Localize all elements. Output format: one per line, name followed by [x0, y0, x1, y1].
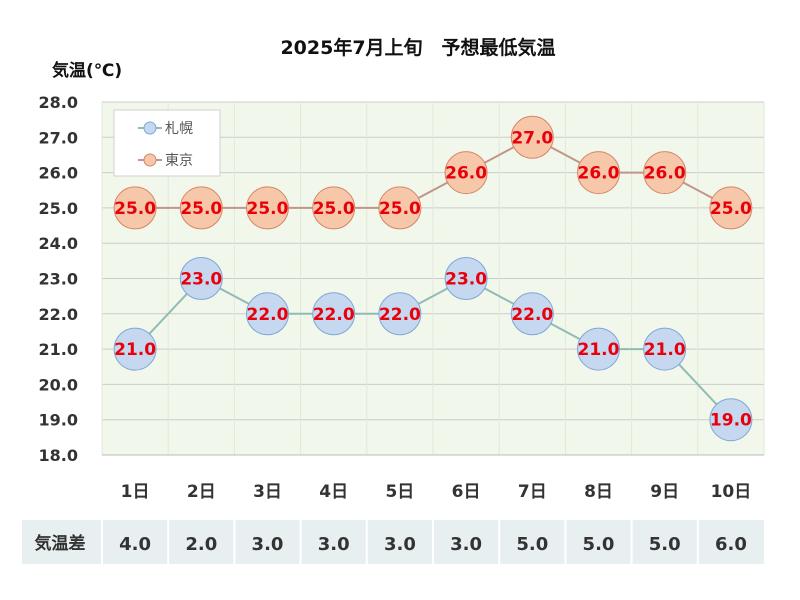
diff-value: 3.0 [252, 534, 284, 555]
diff-value: 5.0 [583, 534, 615, 555]
data-point [643, 327, 687, 371]
data-label: 22.0 [511, 305, 553, 325]
x-tick-label: 7日 [518, 482, 547, 502]
data-label: 21.0 [644, 340, 686, 360]
x-tick-label: 6日 [452, 482, 481, 502]
y-tick-label: 22.0 [39, 305, 78, 324]
data-label: 22.0 [379, 305, 421, 325]
data-point [312, 292, 356, 336]
data-label: 27.0 [511, 128, 553, 148]
data-label: 25.0 [379, 199, 421, 219]
x-tick-label: 3日 [253, 482, 282, 502]
x-tick-label: 9日 [650, 482, 679, 502]
diff-row-label: 気温差 [34, 533, 86, 554]
y-tick-label: 19.0 [39, 411, 78, 430]
table-background [22, 520, 764, 564]
data-label: 25.0 [710, 199, 752, 219]
data-label: 25.0 [247, 199, 289, 219]
data-label: 26.0 [445, 164, 487, 184]
y-tick-label: 24.0 [39, 234, 78, 253]
legend-label: 札幌 [165, 121, 193, 137]
series-sapporo: 21.0 23.0 22.0 22.0 22.0 23.0 22.0 21.0 21.0 19.0 [113, 257, 753, 442]
y-tick-label: 18.0 [39, 446, 78, 465]
legend-marker [143, 121, 157, 135]
data-point [577, 151, 620, 195]
chart-title: 2025年7月上旬 予想最低気温 [280, 36, 555, 59]
data-label: 21.0 [114, 340, 156, 360]
data-point [378, 292, 422, 336]
data-point [246, 186, 289, 230]
y-tick-label: 27.0 [39, 128, 78, 147]
data-point [444, 257, 488, 300]
data-label: 25.0 [114, 199, 156, 219]
diff-value: 5.0 [516, 534, 548, 555]
diff-value: 3.0 [384, 534, 416, 555]
data-label: 26.0 [578, 164, 620, 184]
legend-marker [143, 153, 157, 167]
series-line [134, 277, 732, 421]
data-label: 21.0 [578, 340, 620, 360]
diff-value: 6.0 [715, 534, 747, 555]
diff-value: 3.0 [450, 534, 482, 555]
data-label: 25.0 [313, 199, 355, 219]
y-tick-label: 23.0 [39, 270, 78, 289]
y-axis-title: 気温(℃) [51, 60, 122, 81]
data-point [246, 292, 289, 336]
series-line [135, 136, 732, 209]
x-tick-label: 8日 [584, 482, 613, 502]
data-point [378, 186, 422, 230]
data-point [510, 115, 554, 159]
data-label: 23.0 [180, 270, 222, 290]
diff-value: 4.0 [119, 534, 151, 555]
y-tick-label: 26.0 [39, 164, 78, 183]
data-point [510, 292, 554, 336]
data-point [643, 151, 687, 195]
x-tick-label: 5日 [385, 482, 414, 502]
temperature-difference-table: 気温差 4.0 2.0 3.0 3.0 3.0 3.0 5.0 5.0 5.0 6.0 [22, 520, 764, 564]
x-tick-label: 1日 [121, 482, 150, 502]
series-layer: 21.0 23.0 22.0 22.0 22.0 23.0 22.0 21.0 21.0 19.0… [113, 115, 753, 442]
legend-box [113, 109, 221, 177]
diff-value: 5.0 [649, 534, 681, 555]
data-point [577, 327, 620, 371]
y-tick-label: 21.0 [39, 340, 78, 359]
legend-label: 東京 [165, 153, 193, 169]
axes: 28.0 27.0 26.0 25.0 24.0 23.0 22.0 21.0 20.0 19.0… [39, 93, 764, 502]
data-point [312, 186, 356, 230]
data-label: 25.0 [180, 199, 222, 219]
x-tick-label: 2日 [187, 482, 216, 502]
data-point [709, 186, 753, 230]
y-tick-label: 28.0 [39, 93, 78, 112]
x-tick-label: 10日 [711, 482, 752, 502]
diff-value: 3.0 [318, 534, 350, 555]
data-point [179, 186, 223, 230]
data-point [113, 186, 157, 230]
data-label: 23.0 [445, 270, 487, 290]
data-label: 19.0 [710, 411, 752, 431]
y-tick-label: 25.0 [39, 199, 78, 218]
diff-value: 2.0 [185, 534, 217, 555]
data-point [179, 257, 223, 300]
data-point [709, 398, 753, 442]
data-label: 22.0 [313, 305, 355, 325]
series-tokyo: 25.0 25.0 25.0 25.0 25.0 26.0 27.0 26.0 26.0 25.0 [113, 115, 753, 230]
data-point [444, 151, 488, 195]
x-tick-label: 4日 [319, 482, 348, 502]
data-label: 22.0 [247, 305, 289, 325]
data-point [113, 327, 157, 371]
y-tick-label: 20.0 [39, 375, 78, 394]
data-label: 26.0 [644, 164, 686, 184]
